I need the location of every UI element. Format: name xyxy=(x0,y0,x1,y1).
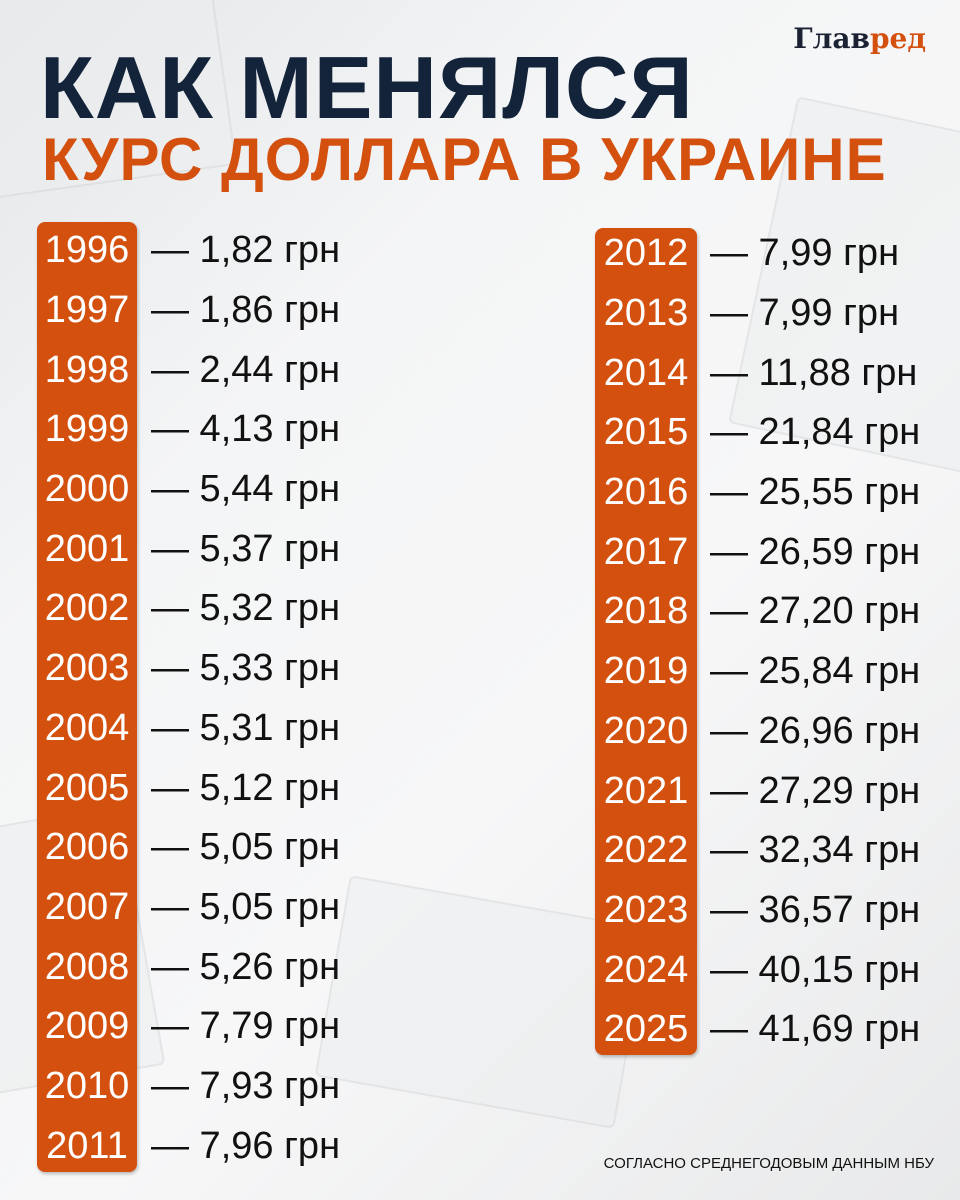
rate-value: — 7,79 грн xyxy=(151,1005,341,1048)
year-label: 2023 xyxy=(603,888,689,931)
year-label: 1997 xyxy=(44,289,130,332)
rate-value: — 5,05 грн xyxy=(151,885,341,928)
left-column: 1996 — 1,82 грн 1997 — 1,86 грн 1998 — 2,44 г… xyxy=(37,221,340,1176)
rate-row: 2004 — 5,31 грн xyxy=(37,699,340,759)
year-label: 2019 xyxy=(603,650,689,693)
year-label: 2000 xyxy=(44,468,130,511)
source-note: СОГЛАСНО СРЕДНЕГОДОВЫМ ДАННЫМ НБУ xyxy=(603,1155,934,1172)
year-label: 2005 xyxy=(44,766,130,809)
year-label: 2012 xyxy=(603,232,689,275)
year-label: 2020 xyxy=(603,709,689,752)
year-label: 2014 xyxy=(603,351,689,394)
year-label: 2021 xyxy=(603,769,689,812)
rate-row: 1998 — 2,44 грн xyxy=(37,340,340,400)
rate-value: — 5,37 грн xyxy=(151,527,341,570)
year-label: 1999 xyxy=(44,408,130,451)
rate-row: 1997 — 1,86 грн xyxy=(37,281,340,341)
right-column: 2012 — 7,99 грн 2013 — 7,99 грн 2014 — 11,88 … xyxy=(596,224,920,1060)
rate-row: 2023 — 36,57 грн xyxy=(596,881,920,941)
rate-row: 2012 — 7,99 грн xyxy=(596,224,920,284)
rate-row: 2005 — 5,12 грн xyxy=(37,758,340,818)
rate-value: — 25,84 грн xyxy=(710,650,921,693)
year-label: 2004 xyxy=(44,706,130,749)
rate-row: 1999 — 4,13 грн xyxy=(37,400,340,460)
year-label: 2022 xyxy=(603,829,689,872)
rate-row: 2025 — 41,69 грн xyxy=(596,1000,920,1060)
rate-value: — 40,15 грн xyxy=(710,948,921,991)
rate-row: 2015 — 21,84 грн xyxy=(596,403,920,463)
rate-row: 2002 — 5,32 грн xyxy=(37,579,340,639)
year-label: 1998 xyxy=(44,348,130,391)
title-line-1: КАК МЕНЯЛСЯ xyxy=(40,38,694,137)
rate-row: 2000 — 5,44 грн xyxy=(37,460,340,520)
rate-value: — 1,86 грн xyxy=(151,289,341,332)
year-label: 2016 xyxy=(603,471,689,514)
right-year-bar xyxy=(595,228,697,1055)
rate-row: 1996 — 1,82 грн xyxy=(37,221,340,281)
rate-value: — 7,96 грн xyxy=(151,1124,341,1167)
rate-row: 2024 — 40,15 грн xyxy=(596,940,920,1000)
rate-value: — 4,13 грн xyxy=(151,408,341,451)
rate-row: 2001 — 5,37 грн xyxy=(37,519,340,579)
year-label: 2010 xyxy=(44,1064,130,1107)
rate-row: 2003 — 5,33 грн xyxy=(37,639,340,699)
rate-value: — 5,26 грн xyxy=(151,945,341,988)
rate-value: — 21,84 грн xyxy=(710,411,921,454)
rate-row: 2017 — 26,59 грн xyxy=(596,522,920,582)
year-label: 2024 xyxy=(603,948,689,991)
rate-row: 2007 — 5,05 грн xyxy=(37,878,340,938)
year-label: 2025 xyxy=(603,1008,689,1051)
rate-row: 2018 — 27,20 грн xyxy=(596,582,920,642)
year-label: 2015 xyxy=(603,411,689,454)
rate-value: — 5,32 грн xyxy=(151,587,341,630)
rate-row: 2011 — 7,96 грн xyxy=(37,1116,340,1176)
year-label: 2006 xyxy=(44,826,130,869)
year-label: 2009 xyxy=(44,1005,130,1048)
rate-value: — 5,33 грн xyxy=(151,647,341,690)
rate-row: 2009 — 7,79 грн xyxy=(37,997,340,1057)
rate-value: — 7,93 грн xyxy=(151,1064,341,1107)
rate-value: — 5,31 грн xyxy=(151,706,341,749)
year-label: 2008 xyxy=(44,945,130,988)
rate-row: 2020 — 26,96 грн xyxy=(596,702,920,762)
year-label: 2017 xyxy=(603,530,689,573)
rate-value: — 27,29 грн xyxy=(710,769,921,812)
year-label: 2013 xyxy=(603,292,689,335)
year-label: 2003 xyxy=(44,647,130,690)
year-label: 2001 xyxy=(44,527,130,570)
rate-row: 2016 — 25,55 грн xyxy=(596,463,920,523)
glavred-logo: Главред xyxy=(793,22,926,55)
rate-row: 2008 — 5,26 грн xyxy=(37,937,340,997)
rate-value: — 5,12 грн xyxy=(151,766,341,809)
rate-value: — 7,99 грн xyxy=(710,232,900,275)
year-label: 2018 xyxy=(603,590,689,633)
left-year-bar xyxy=(37,222,137,1172)
rate-row: 2019 — 25,84 грн xyxy=(596,642,920,702)
rate-value: — 26,96 грн xyxy=(710,709,921,752)
rate-row: 2014 — 11,88 грн xyxy=(596,343,920,403)
rate-row: 2021 — 27,29 грн xyxy=(596,761,920,821)
rate-value: — 7,99 грн xyxy=(710,292,900,335)
rate-value: — 26,59 грн xyxy=(710,530,921,573)
rate-value: — 36,57 грн xyxy=(710,888,921,931)
rate-row: 2010 — 7,93 грн xyxy=(37,1057,340,1117)
rate-value: — 1,82 грн xyxy=(151,229,341,272)
rate-row: 2013 — 7,99 грн xyxy=(596,284,920,344)
year-label: 2002 xyxy=(44,587,130,630)
rate-value: — 32,34 грн xyxy=(710,829,921,872)
rate-value: — 25,55 грн xyxy=(710,471,921,514)
rate-value: — 11,88 грн xyxy=(710,351,918,394)
rate-value: — 2,44 грн xyxy=(151,348,341,391)
rate-value: — 27,20 грн xyxy=(710,590,921,633)
year-label: 2011 xyxy=(46,1124,128,1167)
rate-value: — 5,05 грн xyxy=(151,826,341,869)
rate-row: 2006 — 5,05 грн xyxy=(37,818,340,878)
title-line-2: КУРС ДОЛЛАРА В УКРАИНЕ xyxy=(42,126,887,193)
rate-value: — 41,69 грн xyxy=(710,1008,921,1051)
year-label: 1996 xyxy=(44,229,130,272)
rate-row: 2022 — 32,34 грн xyxy=(596,821,920,881)
year-label: 2007 xyxy=(44,885,130,928)
rate-value: — 5,44 грн xyxy=(151,468,341,511)
